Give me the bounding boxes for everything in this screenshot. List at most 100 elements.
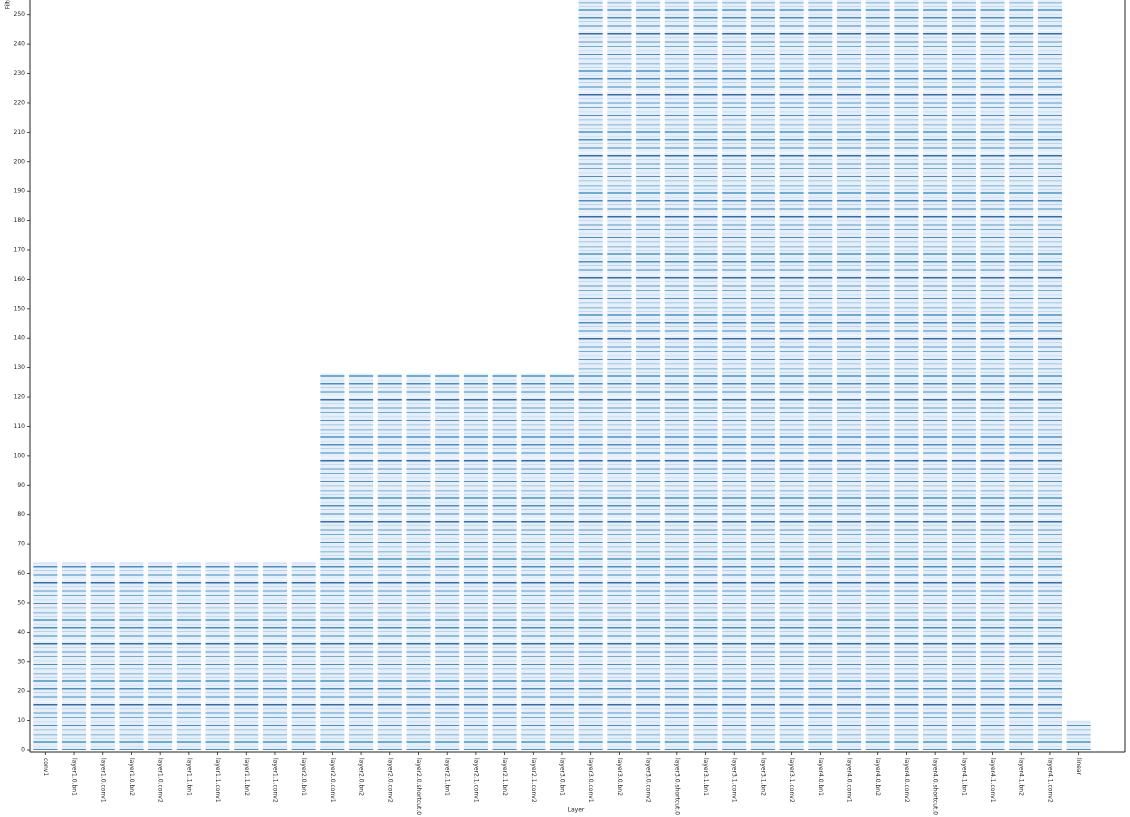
bar xyxy=(722,0,747,750)
y-tick-label: 70 xyxy=(17,541,25,548)
bar xyxy=(836,0,862,750)
bar xyxy=(549,373,575,750)
bar xyxy=(1037,0,1063,750)
x-tick-label: layer1.1.bn2 xyxy=(243,758,250,796)
y-tick-label: 30 xyxy=(17,658,25,665)
bar xyxy=(205,561,230,750)
x-tick-label: layer2.1.bn1 xyxy=(444,758,451,796)
bar xyxy=(779,0,804,750)
x-tick-label: layer4.1.conv1 xyxy=(989,758,996,803)
x-tick-label: layer1.0.bn1 xyxy=(71,758,78,796)
x-tick-label: layer1.1.conv1 xyxy=(214,758,221,803)
y-tick-label: 100 xyxy=(14,452,26,459)
x-tick-label: layer1.0.conv1 xyxy=(99,758,106,803)
bar xyxy=(664,0,689,750)
y-tick-label: 20 xyxy=(17,688,25,695)
bar xyxy=(980,0,1005,750)
x-axis-label: Layer xyxy=(568,807,585,814)
y-tick-label: 150 xyxy=(14,305,26,312)
bar xyxy=(492,373,517,750)
y-tick-label: 50 xyxy=(17,599,25,606)
bar xyxy=(33,561,58,750)
x-tick-label: layer3.1.conv2 xyxy=(788,758,795,803)
bar xyxy=(894,0,919,750)
x-tick-label: layer1.0.conv2 xyxy=(157,758,164,803)
bar xyxy=(435,373,460,750)
y-tick-label: 10 xyxy=(17,717,25,724)
y-tick-label: 130 xyxy=(14,364,26,371)
x-tick-label: layer4.0.bn2 xyxy=(874,758,881,796)
bar xyxy=(693,0,718,750)
bar xyxy=(1009,0,1034,750)
bar xyxy=(349,373,374,750)
bar xyxy=(262,561,288,750)
y-tick-label: 90 xyxy=(17,482,25,489)
bar xyxy=(90,561,115,750)
bar xyxy=(291,561,316,750)
x-tick-label: layer1.0.bn2 xyxy=(128,758,135,796)
y-tick-label: 180 xyxy=(14,217,26,224)
x-tick-label: conv1 xyxy=(42,758,49,776)
x-tick-label: layer3.1.bn1 xyxy=(702,758,709,796)
x-tick-label: layer3.0.bn1 xyxy=(559,758,566,796)
x-tick-label: layer3.0.conv2 xyxy=(645,758,652,803)
x-tick-label: layer4.1.bn2 xyxy=(1018,758,1025,796)
x-tick-label: layer4.0.conv1 xyxy=(846,758,853,803)
y-axis-label: Filter xyxy=(5,0,12,9)
bar xyxy=(636,0,661,750)
x-tick-label: layer4.0.shortcut.0 xyxy=(932,758,939,815)
x-tick-label: layer4.1.bn1 xyxy=(960,758,967,796)
bar xyxy=(923,0,948,750)
x-tick-label: layer4.0.bn1 xyxy=(817,758,824,796)
bar xyxy=(176,561,201,750)
y-tick-label: 240 xyxy=(14,41,26,48)
bar xyxy=(951,0,976,750)
bar xyxy=(61,561,87,750)
y-tick-label: 120 xyxy=(14,394,26,401)
y-tick-label: 160 xyxy=(14,276,26,283)
x-tick-label: layer2.1.conv1 xyxy=(472,758,479,803)
x-tick-label: layer3.0.conv1 xyxy=(587,758,594,803)
x-tick-label: layer2.1.conv2 xyxy=(530,758,537,803)
x-tick-label: layer3.0.bn2 xyxy=(616,758,623,796)
bar xyxy=(234,561,259,750)
y-tick-label: 200 xyxy=(14,158,26,165)
x-tick-label: layer2.0.shortcut.0 xyxy=(415,758,422,815)
bar xyxy=(1066,720,1091,750)
bar xyxy=(119,561,144,750)
x-tick-label: layer1.1.conv2 xyxy=(271,758,278,803)
y-tick-label: 170 xyxy=(14,247,26,254)
x-tick-label: layer2.0.conv1 xyxy=(329,758,336,803)
y-tick-label: 110 xyxy=(14,423,26,430)
y-tick-label: 220 xyxy=(14,99,26,106)
y-tick-label: 60 xyxy=(17,570,25,577)
x-tick-label: layer3.1.bn2 xyxy=(759,758,766,796)
x-tick-label: layer2.0.bn1 xyxy=(300,758,307,796)
x-tick-label: layer1.1.bn1 xyxy=(185,758,192,796)
bar xyxy=(148,561,173,750)
x-tick-label: layer2.0.conv2 xyxy=(386,758,393,803)
bar xyxy=(463,373,488,750)
bar xyxy=(521,373,546,750)
x-tick-label: layer4.0.conv2 xyxy=(903,758,910,803)
x-tick-label: linear xyxy=(1075,758,1082,776)
x-tick-label: layer2.1.bn2 xyxy=(501,758,508,796)
y-tick-label: 210 xyxy=(14,129,26,136)
x-tick-label: layer4.1.conv2 xyxy=(1046,758,1053,803)
bar xyxy=(578,0,603,750)
y-tick-label: 80 xyxy=(17,511,25,518)
x-tick-label: layer3.1.conv1 xyxy=(731,758,738,803)
y-tick-label: 0 xyxy=(21,747,25,754)
y-tick-label: 40 xyxy=(17,629,25,636)
bar xyxy=(865,0,890,750)
y-tick-label: 140 xyxy=(14,335,26,342)
bar xyxy=(808,0,833,750)
x-tick-label: layer3.0.shortcut.0 xyxy=(673,758,680,815)
y-tick-label: 250 xyxy=(14,11,26,18)
y-tick-label: 230 xyxy=(14,70,26,77)
y-tick-label: 190 xyxy=(14,188,26,195)
x-tick-label: layer2.0.bn2 xyxy=(358,758,365,796)
bar xyxy=(320,373,345,750)
bar xyxy=(750,0,775,750)
